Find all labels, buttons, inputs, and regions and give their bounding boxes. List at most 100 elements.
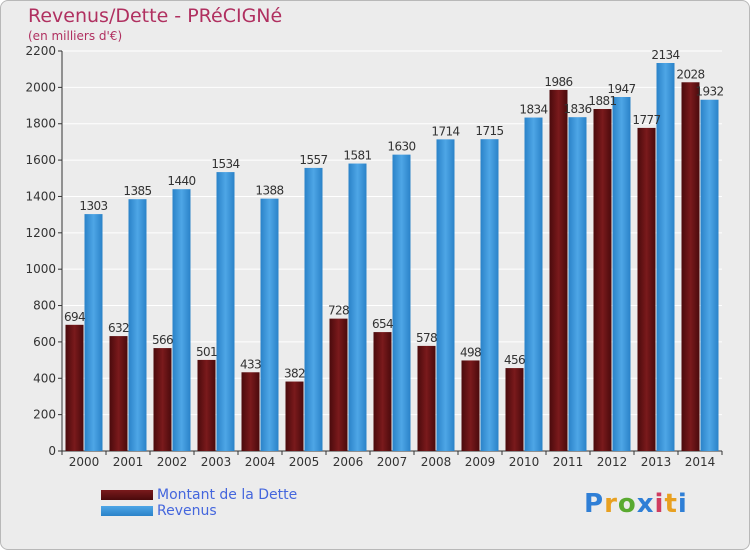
bar-revenue-2000 xyxy=(84,214,103,451)
y-tick-label: 1000 xyxy=(25,262,56,276)
bar-debt-2009 xyxy=(461,360,480,451)
bar-revenue-2014 xyxy=(700,99,719,452)
data-label-debt-2004: 433 xyxy=(240,357,261,371)
bar-revenue-2008 xyxy=(436,139,455,451)
bar-revenue-2013 xyxy=(656,63,675,451)
legend-swatch-debt xyxy=(101,490,153,500)
y-tick-label: 1600 xyxy=(25,153,56,167)
data-label-debt-2011: 1986 xyxy=(544,75,572,89)
chart-subtitle: (en milliers d'€) xyxy=(28,29,123,43)
data-label-revenue-2002: 1440 xyxy=(167,174,195,188)
bar-debt-2012 xyxy=(593,109,612,451)
y-tick-label: 2200 xyxy=(25,44,56,58)
x-tick-label-2009: 2009 xyxy=(465,455,496,469)
logo-letter: P xyxy=(584,489,605,519)
y-tick-label: 600 xyxy=(33,335,56,349)
data-label-revenue-2009: 1715 xyxy=(475,124,503,138)
bar-debt-2005 xyxy=(285,381,304,451)
data-label-revenue-2012: 1947 xyxy=(607,82,635,96)
bar-debt-2007 xyxy=(373,332,392,451)
x-tick-label-2008: 2008 xyxy=(421,455,452,469)
y-tick-label: 1800 xyxy=(25,117,56,131)
logo-letter: o xyxy=(617,489,637,519)
y-tick-label: 800 xyxy=(33,299,56,313)
y-tick-label: 1200 xyxy=(25,226,56,240)
bar-revenue-2011 xyxy=(568,117,587,451)
data-label-revenue-2001: 1385 xyxy=(123,184,151,198)
data-label-debt-2008: 578 xyxy=(416,331,437,345)
bar-debt-2001 xyxy=(109,336,128,451)
x-tick-label-2001: 2001 xyxy=(113,455,144,469)
bar-revenue-2003 xyxy=(216,172,235,451)
bar-revenue-2004 xyxy=(260,198,279,451)
data-label-debt-2009: 498 xyxy=(460,345,481,359)
bar-revenue-2012 xyxy=(612,97,631,451)
data-label-debt-2000: 694 xyxy=(64,310,85,324)
legend-swatch-revenue xyxy=(101,506,153,516)
data-label-debt-2013: 1777 xyxy=(632,113,660,127)
data-label-revenue-2006: 1581 xyxy=(343,149,371,163)
bar-debt-2008 xyxy=(417,345,436,451)
data-label-debt-2012: 1881 xyxy=(588,94,616,108)
chart-title: Revenus/Dette - PRéCIGNé xyxy=(28,5,283,27)
data-label-revenue-2011: 1836 xyxy=(563,102,591,116)
x-tick-label-2004: 2004 xyxy=(245,455,276,469)
y-tick-label: 200 xyxy=(33,408,56,422)
data-label-revenue-2005: 1557 xyxy=(299,153,327,167)
logo-letter: t xyxy=(664,489,678,519)
bar-debt-2000 xyxy=(65,324,84,451)
bar-debt-2011 xyxy=(549,89,568,451)
proxiti-logo: Proxiti xyxy=(584,489,688,519)
bar-debt-2004 xyxy=(241,372,260,451)
logo-letter: i xyxy=(677,489,688,519)
data-label-revenue-2007: 1630 xyxy=(387,140,415,154)
x-tick-label-2000: 2000 xyxy=(69,455,100,469)
x-tick-label-2002: 2002 xyxy=(157,455,188,469)
legend-label-debt: Montant de la Dette xyxy=(157,487,298,503)
y-tick-label: 1400 xyxy=(25,189,56,203)
x-tick-label-2006: 2006 xyxy=(333,455,364,469)
data-label-revenue-2003: 1534 xyxy=(211,157,239,171)
data-label-revenue-2000: 1303 xyxy=(79,199,107,213)
bar-debt-2010 xyxy=(505,368,524,451)
x-tick-label-2012: 2012 xyxy=(597,455,628,469)
data-label-debt-2001: 632 xyxy=(108,321,129,335)
bar-debt-2014 xyxy=(681,82,700,451)
data-label-debt-2014: 2028 xyxy=(676,67,704,81)
data-label-debt-2006: 728 xyxy=(328,304,349,318)
data-label-debt-2005: 382 xyxy=(284,367,305,381)
logo-letter: i xyxy=(654,489,665,519)
logo-letter: x xyxy=(636,489,655,519)
bar-revenue-2002 xyxy=(172,189,191,451)
logo-letter: r xyxy=(604,489,618,519)
data-label-revenue-2010: 1834 xyxy=(519,103,547,117)
x-tick-label-2014: 2014 xyxy=(685,455,716,469)
data-label-debt-2002: 566 xyxy=(152,333,173,347)
data-label-revenue-2013: 2134 xyxy=(651,48,679,62)
x-tick-label-2010: 2010 xyxy=(509,455,540,469)
bar-debt-2002 xyxy=(153,348,172,451)
bar-revenue-2005 xyxy=(304,167,323,451)
bar-debt-2003 xyxy=(197,359,216,451)
data-label-revenue-2014: 1932 xyxy=(695,85,723,99)
data-label-debt-2007: 654 xyxy=(372,317,393,331)
data-label-revenue-2008: 1714 xyxy=(431,124,459,138)
bar-revenue-2010 xyxy=(524,117,543,451)
bar-debt-2006 xyxy=(329,318,348,451)
data-label-debt-2010: 456 xyxy=(504,353,525,367)
y-tick-label: 400 xyxy=(33,371,56,385)
x-tick-label-2013: 2013 xyxy=(641,455,672,469)
x-tick-label-2007: 2007 xyxy=(377,455,408,469)
x-tick-label-2005: 2005 xyxy=(289,455,320,469)
y-tick-label: 0 xyxy=(48,444,56,458)
bar-revenue-2007 xyxy=(392,154,411,452)
bar-revenue-2001 xyxy=(128,199,147,451)
legend-label-revenue: Revenus xyxy=(157,503,217,519)
bar-revenue-2009 xyxy=(480,139,499,451)
x-tick-label-2011: 2011 xyxy=(553,455,584,469)
bar-debt-2013 xyxy=(637,127,656,451)
y-tick-label: 2000 xyxy=(25,80,56,94)
bar-revenue-2006 xyxy=(348,163,367,451)
